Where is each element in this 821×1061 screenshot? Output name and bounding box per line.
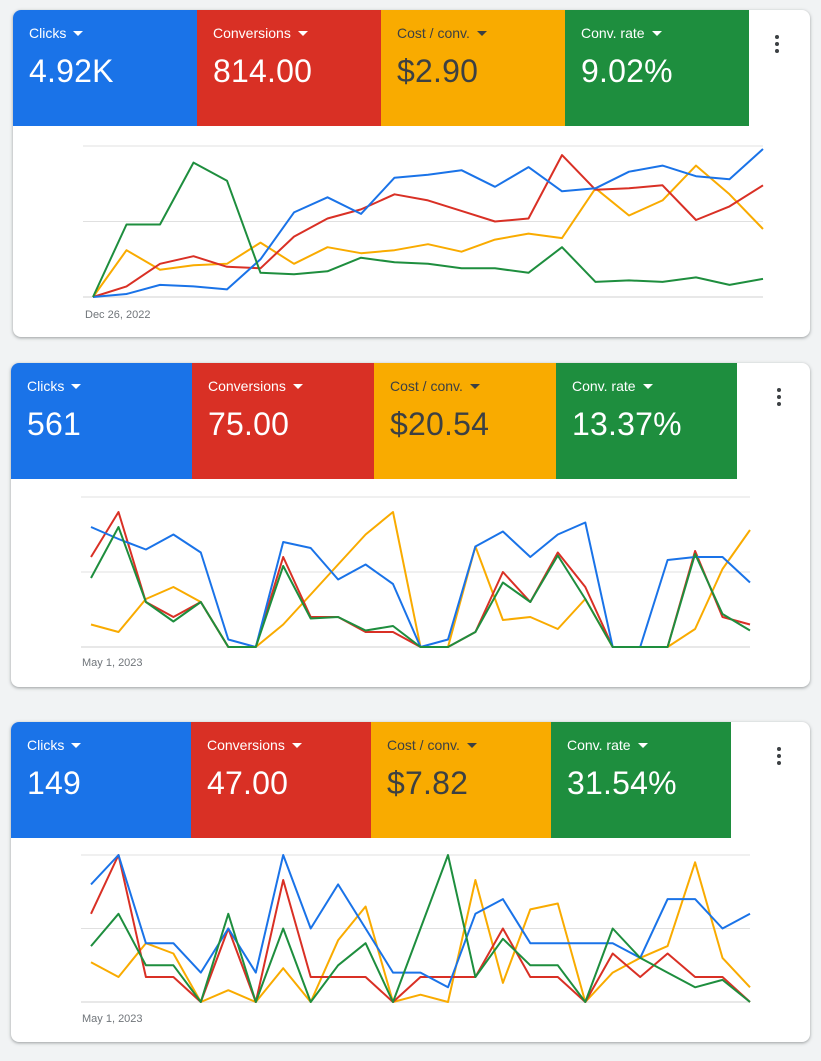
metric-value: 149 xyxy=(27,765,81,801)
metric-label: Clicks xyxy=(29,25,67,41)
performance-card-2: Clicks 561 Conversions 75.00 Cost / conv… xyxy=(11,363,810,687)
metric-value: 13.37% xyxy=(572,406,682,442)
metric-tile-conversions[interactable]: Conversions 47.00 xyxy=(191,722,371,838)
metric-tile-conversions[interactable]: Conversions 75.00 xyxy=(192,363,374,479)
metric-tile-cost-per-conv[interactable]: Cost / conv. $7.82 xyxy=(371,722,551,838)
metric-value: $2.90 xyxy=(397,53,479,89)
metric-tiles: Clicks 561 Conversions 75.00 Cost / conv… xyxy=(11,363,737,479)
metric-value: $7.82 xyxy=(387,765,469,801)
metric-value: 31.54% xyxy=(567,765,677,801)
metric-value: $20.54 xyxy=(390,406,490,442)
chart-date-label: May 1, 2023 xyxy=(82,1013,143,1025)
series-line-conv-rate xyxy=(92,161,764,298)
series-line-conversions xyxy=(92,154,764,298)
arrow-drop-down-icon xyxy=(297,30,308,36)
arrow-drop-down-icon xyxy=(651,30,662,36)
metric-tile-conv-rate[interactable]: Conv. rate 9.02% xyxy=(565,10,749,126)
line-chart: May 1, 2023 xyxy=(11,834,810,1042)
arrow-drop-down-icon xyxy=(466,742,477,748)
arrow-drop-down-icon xyxy=(642,383,653,389)
chart-date-label: Dec 26, 2022 xyxy=(85,309,150,321)
metric-label: Cost / conv. xyxy=(387,737,460,753)
more-vert-icon[interactable] xyxy=(767,385,791,409)
metric-value: 4.92K xyxy=(29,53,114,89)
performance-card-3: Clicks 149 Conversions 47.00 Cost / conv… xyxy=(11,722,810,1042)
series-line-clicks xyxy=(90,521,751,648)
line-chart: Dec 26, 2022 xyxy=(13,126,810,337)
metric-label: Cost / conv. xyxy=(397,25,470,41)
series-line-cost-per-conv xyxy=(92,164,764,298)
metric-tile-cost-per-conv[interactable]: Cost / conv. $2.90 xyxy=(381,10,565,126)
metric-label: Conversions xyxy=(208,378,286,394)
metric-tile-clicks[interactable]: Clicks 149 xyxy=(11,722,191,838)
metric-label: Conv. rate xyxy=(572,378,636,394)
metric-label: Clicks xyxy=(27,737,65,753)
arrow-drop-down-icon xyxy=(71,742,82,748)
metric-label: Conv. rate xyxy=(581,25,645,41)
metric-value: 75.00 xyxy=(208,406,290,442)
metric-tile-cost-per-conv[interactable]: Cost / conv. $20.54 xyxy=(374,363,556,479)
more-vert-icon[interactable] xyxy=(765,32,789,56)
arrow-drop-down-icon xyxy=(73,30,84,36)
metric-tile-conversions[interactable]: Conversions 814.00 xyxy=(197,10,381,126)
chart-date-label: May 1, 2023 xyxy=(82,657,143,669)
metric-value: 814.00 xyxy=(213,53,313,89)
metric-label: Cost / conv. xyxy=(390,378,463,394)
metric-tile-clicks[interactable]: Clicks 561 xyxy=(11,363,192,479)
metric-tiles: Clicks 149 Conversions 47.00 Cost / conv… xyxy=(11,722,731,838)
arrow-drop-down-icon xyxy=(637,742,648,748)
metric-tile-clicks[interactable]: Clicks 4.92K xyxy=(13,10,197,126)
series-line-clicks xyxy=(92,148,764,298)
metric-label: Conversions xyxy=(213,25,291,41)
series-line-conv-rate xyxy=(90,526,751,648)
line-chart: May 1, 2023 xyxy=(11,477,810,687)
more-vert-icon[interactable] xyxy=(767,744,791,768)
metric-tile-conv-rate[interactable]: Conv. rate 13.37% xyxy=(556,363,737,479)
arrow-drop-down-icon xyxy=(291,742,302,748)
metric-tile-conv-rate[interactable]: Conv. rate 31.54% xyxy=(551,722,731,838)
performance-card-1: Clicks 4.92K Conversions 814.00 Cost / c… xyxy=(13,10,810,337)
metric-value: 9.02% xyxy=(581,53,673,89)
metric-label: Conv. rate xyxy=(567,737,631,753)
arrow-drop-down-icon xyxy=(292,383,303,389)
metric-tiles: Clicks 4.92K Conversions 814.00 Cost / c… xyxy=(13,10,749,126)
metric-label: Clicks xyxy=(27,378,65,394)
metric-value: 561 xyxy=(27,406,81,442)
arrow-drop-down-icon xyxy=(469,383,480,389)
series-line-conv-rate xyxy=(90,854,751,1003)
arrow-drop-down-icon xyxy=(476,30,487,36)
metric-value: 47.00 xyxy=(207,765,289,801)
series-line-cost-per-conv xyxy=(90,511,751,648)
series-line-conversions xyxy=(90,511,751,648)
arrow-drop-down-icon xyxy=(71,383,82,389)
metric-label: Conversions xyxy=(207,737,285,753)
